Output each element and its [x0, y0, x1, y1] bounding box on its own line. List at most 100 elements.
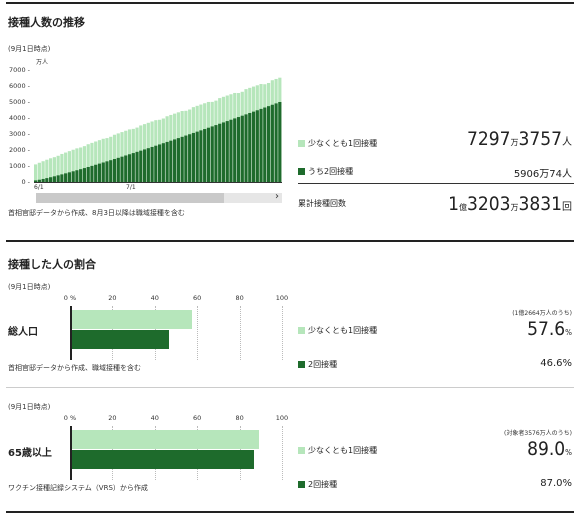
- bar-second-dose: [146, 148, 150, 182]
- bar-first-dose: [94, 141, 98, 182]
- chart-scrollbar-track[interactable]: ›: [36, 191, 282, 203]
- bar-second-dose: [195, 131, 199, 182]
- bar-first-dose: [60, 153, 64, 182]
- bar-second-dose: [278, 102, 282, 182]
- pop-category: 総人口: [8, 327, 38, 338]
- legend-swatch-second: [298, 168, 305, 175]
- bar-first-dose: [56, 155, 60, 182]
- bar-second-dose: [60, 174, 64, 182]
- total-divider: [298, 183, 574, 184]
- bar-second-dose: [124, 155, 128, 182]
- elderly-first-pct: 89.0%: [527, 438, 572, 460]
- y-tick-label: 6000 -: [9, 82, 30, 90]
- bar-second-dose: [255, 110, 259, 182]
- section-title-ratio: 接種した人の割合: [8, 258, 96, 271]
- bar-first-dose: [34, 164, 38, 182]
- second-dose-count: 5906万74人: [513, 169, 572, 180]
- bar-second-dose: [248, 112, 252, 182]
- pct-tick-label: 80: [235, 294, 244, 302]
- first-unit: 人: [562, 137, 572, 148]
- pct-tick-label: 20: [108, 294, 117, 302]
- bar-first-dose-pct: [72, 430, 259, 449]
- y-tick-label: 3000 -: [9, 130, 30, 138]
- bar-first-dose: [67, 151, 72, 182]
- bar-first-dose: [90, 142, 94, 182]
- bar-second-dose: [120, 156, 124, 182]
- y-tick-label: 2000 -: [9, 146, 30, 154]
- x-tick-6-1: 6/1: [34, 184, 44, 191]
- bar-first-dose: [75, 148, 79, 182]
- bar-second-dose: [180, 136, 184, 182]
- bar-second-dose: [270, 104, 274, 182]
- pop-swatch-first: [298, 327, 305, 334]
- bar-second-dose: [203, 129, 207, 182]
- bar-second-dose: [210, 126, 214, 182]
- source-elderly: ワクチン接種記録システム（VRS）から作成: [8, 484, 148, 492]
- bar-second-dose: [263, 107, 267, 182]
- bar-second-dose: [139, 150, 143, 182]
- bar-first-dose: [116, 133, 120, 182]
- first-man-unit: 万: [510, 138, 519, 147]
- bar-second-dose: [221, 122, 226, 182]
- pct-gridline: [197, 306, 199, 360]
- bar-second-dose: [86, 166, 90, 182]
- pop-first-pct: 57.6%: [527, 318, 572, 340]
- bar-second-dose: [41, 178, 45, 182]
- chart-scrollbar-thumb[interactable]: [36, 193, 224, 203]
- bar-second-dose: [71, 171, 75, 182]
- bar-second-dose: [45, 178, 49, 182]
- y-tick-label: 1000 -: [9, 162, 30, 170]
- elderly-second-pct: 87.0%: [540, 478, 572, 489]
- pop-legend-first: 少なくとも1回接種: [308, 326, 378, 335]
- bar-first-dose: [37, 162, 41, 182]
- pct-gridline: [282, 306, 283, 360]
- bar-first-dose: [112, 134, 117, 182]
- elderly-basis: (対象者3576万人のうち): [504, 430, 572, 437]
- bar-second-dose: [225, 121, 229, 182]
- bar-second-dose: [188, 134, 192, 182]
- trend-bars: [34, 77, 282, 182]
- bar-first-dose: [49, 158, 53, 182]
- first-num: 3757: [518, 128, 563, 150]
- x-axis-line: [34, 182, 282, 183]
- elderly-first-unit: %: [565, 448, 572, 457]
- section-rule-1: [6, 240, 574, 242]
- bar-second-dose: [236, 117, 241, 182]
- asof-trend: (9月1日時点): [8, 45, 51, 53]
- pop-first-unit: %: [565, 328, 572, 337]
- bar-second-dose: [56, 175, 60, 182]
- bar-second-dose: [131, 153, 135, 182]
- y-tick-label: 4000 -: [9, 114, 30, 122]
- bar-second-dose: [105, 161, 109, 182]
- pct-tick-label: 0 %: [63, 294, 77, 302]
- pop-second-pct: 46.6%: [540, 358, 572, 369]
- bar-second-dose: [206, 127, 211, 182]
- pop-legend-second: 2回接種: [308, 360, 338, 369]
- bar-second-dose: [109, 160, 113, 182]
- bar-first-dose: [45, 159, 49, 182]
- bar-second-dose: [64, 173, 68, 182]
- bar-second-dose: [97, 163, 102, 182]
- bar-first-dose: [86, 144, 90, 182]
- bar-first-dose: [109, 136, 113, 182]
- y-unit-label: 万人: [36, 59, 49, 66]
- bar-second-dose: [94, 164, 98, 182]
- bar-second-dose: [229, 119, 233, 182]
- source-trend: 首相官邸データから作成、8月3日以降は職域接種を含む: [8, 209, 185, 217]
- bar-second-dose: [240, 115, 244, 182]
- bar-first-dose: [71, 149, 75, 182]
- total-unit: 回: [562, 202, 572, 213]
- scroll-right-arrow[interactable]: ›: [275, 191, 279, 202]
- trend-chart: 万人 7000 - 6000 - 5000 - 4000 - 3000 - 2000 - 1…: [0, 56, 290, 206]
- pct-tick-label: 80: [235, 414, 244, 422]
- bar-first-dose: [82, 146, 87, 182]
- total-count: 1億3203万3831回: [448, 193, 572, 215]
- pct-tick-label: 20: [108, 414, 117, 422]
- bar-second-dose: [158, 144, 162, 182]
- bar-second-dose: [169, 140, 173, 182]
- bar-second-dose: [251, 111, 256, 182]
- pop-swatch-second: [298, 361, 305, 368]
- source-pop: 首相官邸データから作成、職域接種を含む: [8, 364, 141, 372]
- bar-second-dose: [150, 146, 154, 182]
- asof-pop: (9月1日時点): [8, 283, 51, 291]
